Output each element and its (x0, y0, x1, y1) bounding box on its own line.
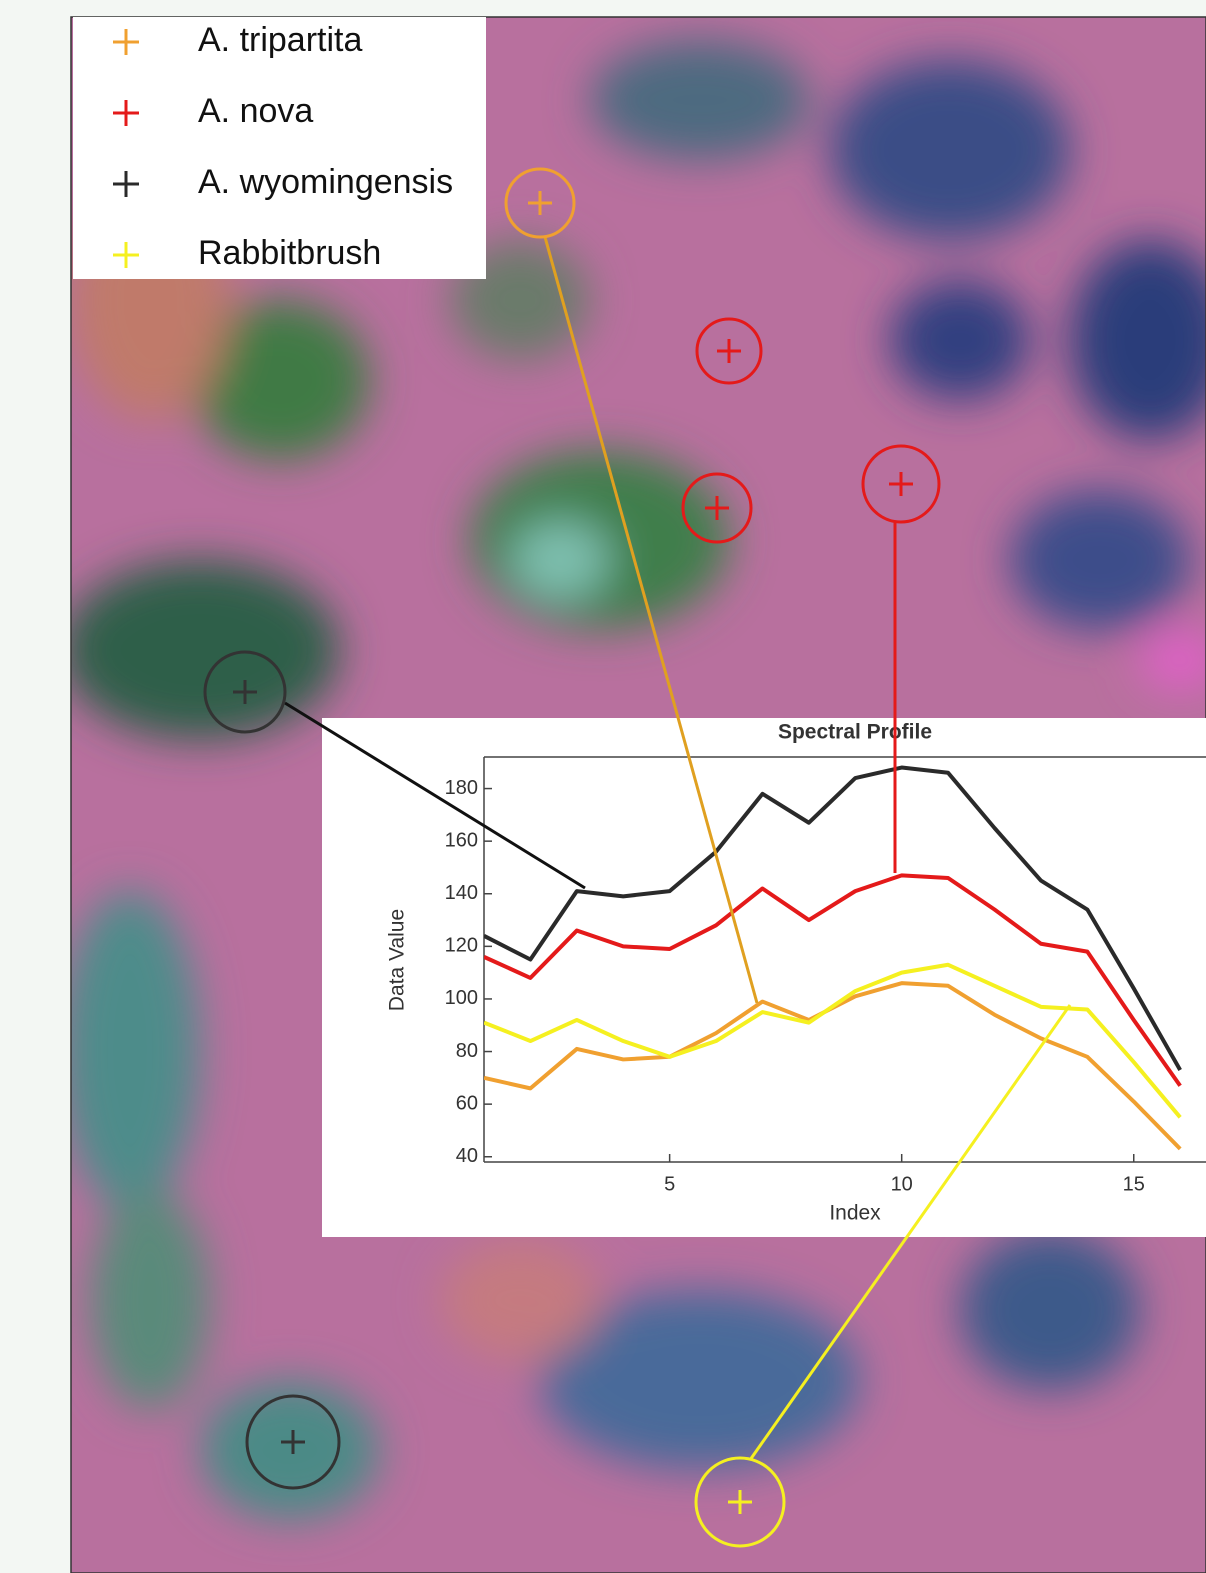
y-tick-label: 60 (456, 1092, 478, 1114)
y-tick-label: 120 (445, 935, 478, 957)
y-tick-label: 80 (456, 1040, 478, 1062)
x-axis-label: Index (829, 1202, 881, 1225)
y-tick-label: 160 (445, 829, 478, 851)
legend-label: A. wyomingensis (198, 163, 453, 201)
legend-label: Rabbitbrush (198, 234, 381, 272)
page: {"chart_data": {"type": "line", "title":… (0, 0, 1206, 1573)
chart-title: Spectral Profile (778, 721, 932, 744)
x-tick-label: 15 (1123, 1173, 1145, 1195)
y-tick-label: 140 (445, 882, 478, 904)
y-tick-label: 40 (456, 1145, 478, 1167)
legend-label: A. nova (198, 92, 313, 130)
scene: A. tripartita A. nova A. wyomingensis Rabbi… (0, 0, 1206, 1573)
y-tick-label: 100 (445, 987, 478, 1009)
legend-label: A. tripartita (198, 21, 362, 59)
y-axis-label: Data Value (386, 909, 409, 1011)
y-tick-label: 180 (445, 777, 478, 799)
x-tick-label: 10 (891, 1173, 913, 1195)
x-tick-label: 5 (664, 1173, 675, 1195)
